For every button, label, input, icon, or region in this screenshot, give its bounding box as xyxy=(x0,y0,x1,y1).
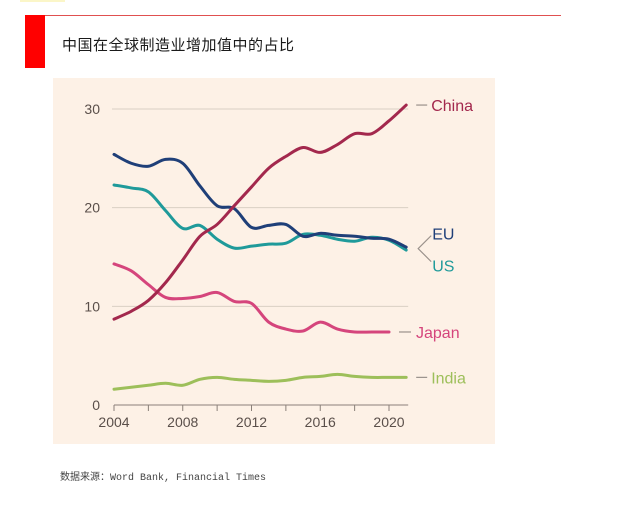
x-tick-label: 2016 xyxy=(305,414,336,430)
series-line-japan xyxy=(112,262,391,334)
chart-panel: 0 10 20 30 2004 2008 2012 2016 2020 China Japan Ind… xyxy=(53,78,495,444)
y-tick-label: 0 xyxy=(92,397,100,413)
page-title: 中国在全球制造业增加值中的占比 xyxy=(62,36,295,54)
source-note: 数据来源：Word Bank, Financial Times xyxy=(60,468,266,484)
x-tick-label: 2020 xyxy=(373,414,404,430)
label-bracket-eu-us xyxy=(417,235,432,263)
y-tick-label: 30 xyxy=(84,101,100,117)
series-line-india xyxy=(112,372,408,391)
x-tick-label: 2008 xyxy=(167,414,198,430)
series-label-us: US xyxy=(432,259,454,276)
series-line-us xyxy=(112,183,408,252)
series-line-china xyxy=(112,103,408,321)
header-red-marker xyxy=(25,15,45,68)
x-tick-label: 2004 xyxy=(98,414,129,430)
series-label-japan: Japan xyxy=(416,325,460,342)
line-chart: 0 10 20 30 2004 2008 2012 2016 2020 China Japan Ind… xyxy=(84,98,473,430)
series-label-eu: EU xyxy=(432,227,454,244)
x-tick-label: 2012 xyxy=(236,414,267,430)
source-text: Word Bank, Financial Times xyxy=(110,473,267,484)
series-line-eu xyxy=(112,152,408,249)
series-label-india: India xyxy=(431,370,466,387)
top-accent-strip xyxy=(20,0,65,2)
y-tick-label: 10 xyxy=(84,298,100,314)
series-label-china: China xyxy=(431,98,473,115)
y-tick-label: 20 xyxy=(84,200,100,216)
header-rule xyxy=(25,15,561,16)
source-label: 数据来源： xyxy=(60,472,110,483)
